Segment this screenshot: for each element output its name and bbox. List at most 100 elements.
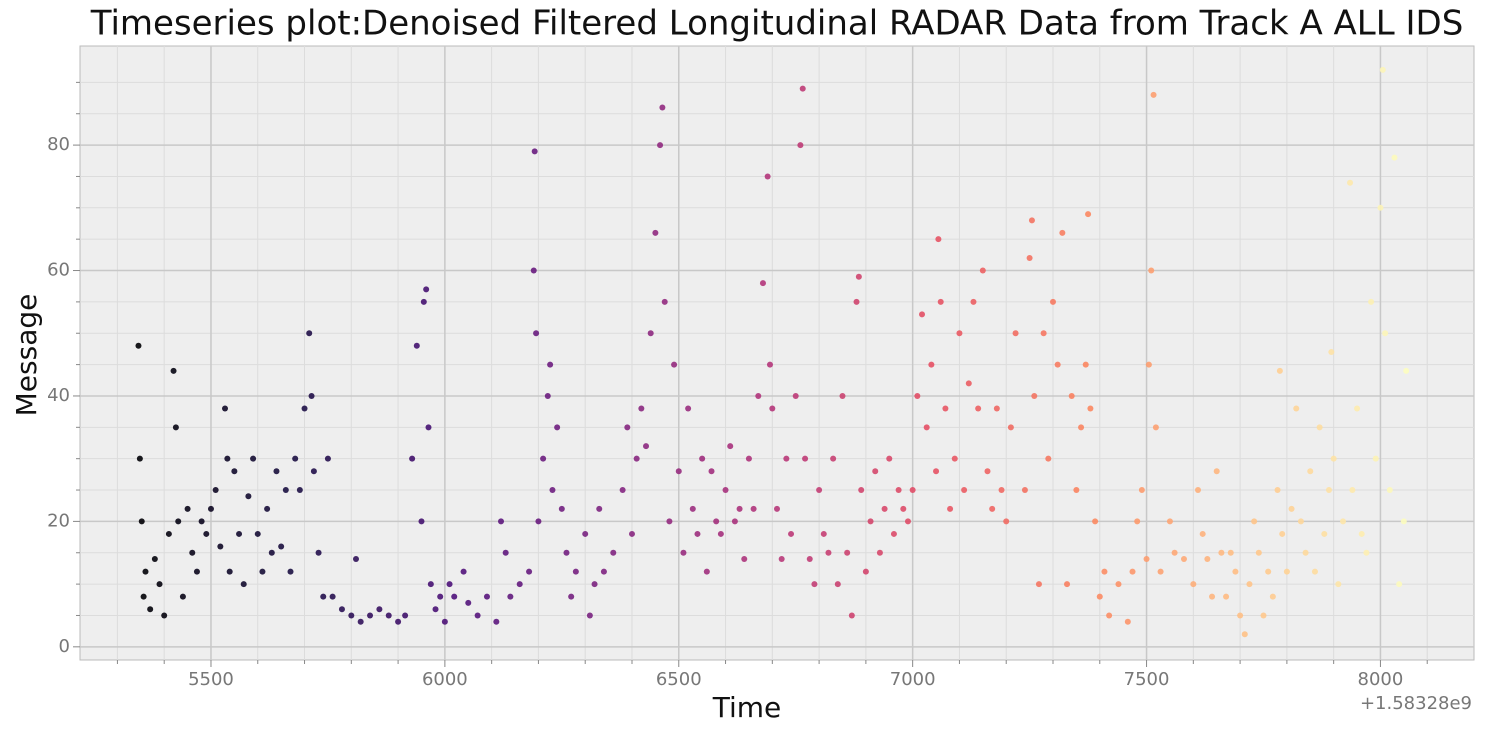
point [1307,468,1314,475]
point [156,581,163,588]
point [1276,367,1283,374]
point [1012,330,1019,337]
point [147,606,154,613]
point [1274,487,1281,494]
point [1204,556,1211,563]
point [224,455,231,462]
point [259,568,266,575]
point [1265,568,1272,575]
point [1180,556,1187,563]
x-tick-label: 7500 [1124,669,1170,690]
point [1026,254,1033,261]
point [427,581,434,588]
point [1321,530,1328,537]
point [1150,91,1157,98]
point [947,505,954,512]
point [179,593,186,600]
point [165,530,172,537]
point [928,361,935,368]
point [535,518,542,525]
point [1349,487,1356,494]
point [1124,618,1131,625]
point [993,405,1000,412]
point [699,455,706,462]
point [1115,581,1122,588]
point [1382,330,1389,337]
point [1045,455,1052,462]
point [170,367,177,374]
point [628,530,635,537]
point [820,530,827,537]
point [797,142,804,149]
point [1157,568,1164,575]
point [741,556,748,563]
point [867,518,874,525]
point [1031,392,1038,399]
point [203,530,210,537]
y-tick-label: 80 [47,134,70,155]
point [769,405,776,412]
point [1143,556,1150,563]
point [942,405,949,412]
point [619,487,626,494]
point [713,518,720,525]
point [357,618,364,625]
point [783,455,790,462]
point [1288,505,1295,512]
point [151,556,158,563]
plot-area [79,45,1475,661]
point [1166,518,1173,525]
point [1227,549,1234,556]
point [1340,518,1347,525]
point [385,612,392,619]
x-tick-label: 5500 [188,669,234,690]
point [965,380,972,387]
point [759,280,766,287]
chart-title: Timeseries plot:Denoised Filtered Longit… [90,4,1464,44]
point [409,455,416,462]
point [292,455,299,462]
point [1082,361,1089,368]
point [872,468,879,475]
point [189,549,196,556]
point [886,455,893,462]
point [1293,405,1300,412]
point [1101,568,1108,575]
point [591,581,598,588]
point [465,599,472,606]
point [766,361,773,368]
point [432,606,439,613]
point [184,505,191,512]
point [198,518,205,525]
point [1335,581,1342,588]
point [531,148,538,155]
point [694,530,701,537]
point [572,568,579,575]
point [774,505,780,512]
point [778,556,785,563]
point [862,568,869,575]
x-tick-label: 6500 [656,669,702,690]
point [1035,581,1042,588]
point [1358,530,1365,537]
point [643,443,650,450]
point [1085,211,1092,218]
point [310,468,317,475]
point [900,505,907,512]
point [806,556,813,563]
point [226,568,233,575]
y-axis-label: Message [10,294,43,417]
point [1218,549,1225,556]
point [1372,455,1379,462]
point [245,493,252,500]
point [1283,568,1290,575]
point [998,487,1005,494]
point [193,568,200,575]
point [402,612,409,619]
point [652,229,659,236]
point [250,455,257,462]
point [1260,612,1267,619]
point [659,104,666,111]
point [657,142,664,149]
point [834,581,841,588]
